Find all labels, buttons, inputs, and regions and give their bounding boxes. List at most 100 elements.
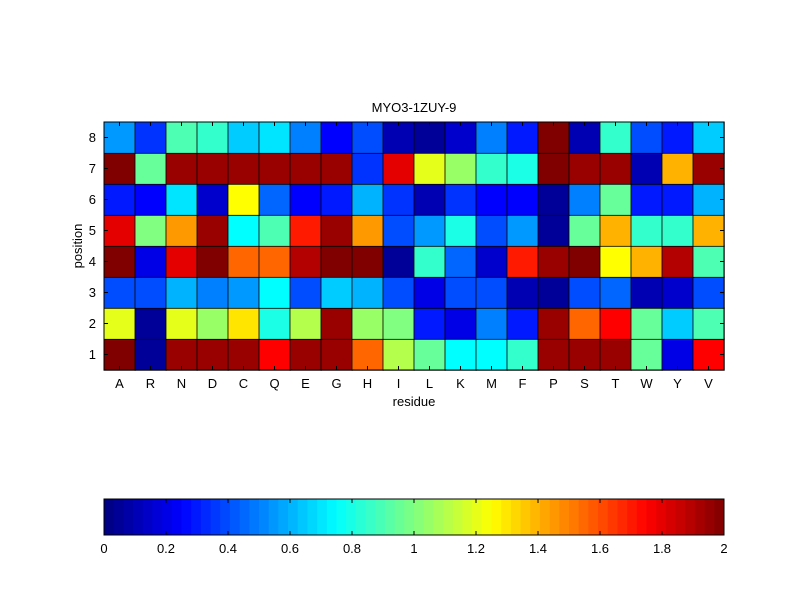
heatmap-cell-N-7 bbox=[165, 152, 198, 185]
heatmap-cell-W-7 bbox=[630, 152, 663, 185]
x-tick-label: G bbox=[331, 376, 341, 391]
heatmap-cell-V-8 bbox=[692, 121, 725, 154]
colorbar-tick-label: 0.2 bbox=[157, 541, 175, 556]
colorbar-swatch bbox=[685, 499, 696, 535]
heatmap-cell-N-3 bbox=[165, 276, 198, 309]
colorbar-swatch bbox=[200, 499, 212, 535]
colorbar-swatch bbox=[588, 499, 599, 535]
heatmap-cell-C-8 bbox=[227, 121, 260, 154]
heatmap-cell-I-1 bbox=[382, 338, 415, 371]
heatmap-cell-C-4 bbox=[227, 245, 260, 278]
heatmap-cell-Q-3 bbox=[258, 276, 291, 309]
heatmap-cell-A-5 bbox=[103, 214, 136, 247]
heatmap-cell-T-1 bbox=[599, 338, 632, 371]
colorbar-tick-label: 0.4 bbox=[219, 541, 237, 556]
heatmap-cell-Y-7 bbox=[661, 152, 694, 185]
heatmap-cell-Y-3 bbox=[661, 276, 694, 309]
colorbar-swatch bbox=[152, 499, 163, 535]
heatmap-cell-I-8 bbox=[382, 121, 415, 154]
colorbar-tick-label: 0 bbox=[100, 541, 107, 556]
heatmap-cell-V-1 bbox=[692, 338, 725, 371]
heatmap-cell-D-5 bbox=[196, 214, 229, 247]
heatmap-cell-Y-6 bbox=[661, 183, 694, 216]
heatmap-cell-V-4 bbox=[692, 245, 725, 278]
colorbar-swatch bbox=[104, 499, 115, 535]
heatmap-cell-G-1 bbox=[320, 338, 353, 371]
heatmap-cell-R-7 bbox=[134, 152, 167, 185]
heatmap-cell-R-1 bbox=[134, 338, 167, 371]
colorbar-swatch bbox=[520, 499, 531, 535]
heatmap-cell-D-1 bbox=[196, 338, 229, 371]
heatmap-cell-M-3 bbox=[475, 276, 508, 309]
heatmap-cell-L-1 bbox=[413, 338, 446, 371]
colorbar-swatch bbox=[472, 499, 483, 535]
colorbar-swatch bbox=[539, 499, 551, 535]
heatmap-cell-D-2 bbox=[196, 307, 229, 340]
colorbar-swatch bbox=[113, 499, 124, 535]
heatmap-cell-S-3 bbox=[568, 276, 601, 309]
colorbar-tick-label: 1.2 bbox=[467, 541, 485, 556]
heatmap-cell-N-4 bbox=[165, 245, 198, 278]
heatmap-cell-Q-7 bbox=[258, 152, 291, 185]
heatmap-cell-K-2 bbox=[444, 307, 477, 340]
colorbar-swatch bbox=[675, 499, 686, 535]
heatmap-cell-L-4 bbox=[413, 245, 446, 278]
heatmap-cell-E-7 bbox=[289, 152, 322, 185]
heatmap-cell-G-5 bbox=[320, 214, 353, 247]
chart-title: MYO3-1ZUY-9 bbox=[372, 100, 457, 115]
colorbar-swatch bbox=[394, 499, 405, 535]
heatmap-cell-G-8 bbox=[320, 121, 353, 154]
heatmap-cell-V-7 bbox=[692, 152, 725, 185]
y-axis-label: position bbox=[70, 224, 85, 269]
heatmap-cell-C-1 bbox=[227, 338, 260, 371]
y-tick-label: 2 bbox=[89, 316, 96, 331]
heatmap-cell-V-2 bbox=[692, 307, 725, 340]
heatmap-cell-I-3 bbox=[382, 276, 415, 309]
heatmap-cell-G-4 bbox=[320, 245, 353, 278]
colorbar-swatch bbox=[365, 499, 376, 535]
heatmap-cell-A-4 bbox=[103, 245, 136, 278]
heatmap-cell-H-1 bbox=[351, 338, 384, 371]
heatmap-cell-M-5 bbox=[475, 214, 508, 247]
colorbar-swatch bbox=[123, 499, 134, 535]
heatmap-cell-W-2 bbox=[630, 307, 663, 340]
y-tick-label: 3 bbox=[89, 285, 96, 300]
colorbar-swatch bbox=[375, 499, 386, 535]
heatmap-cell-R-3 bbox=[134, 276, 167, 309]
heatmap-cell-Y-8 bbox=[661, 121, 694, 154]
colorbar-swatch bbox=[714, 499, 725, 535]
heatmap-cell-E-3 bbox=[289, 276, 322, 309]
x-tick-label: S bbox=[580, 376, 589, 391]
colorbar-swatch bbox=[694, 499, 706, 535]
heatmap-cell-K-8 bbox=[444, 121, 477, 154]
heatmap-cell-R-6 bbox=[134, 183, 167, 216]
heatmap-cell-L-5 bbox=[413, 214, 446, 247]
x-tick-label: Q bbox=[269, 376, 279, 391]
heatmap-cell-A-7 bbox=[103, 152, 136, 185]
heatmap-cell-K-4 bbox=[444, 245, 477, 278]
colorbar-swatch bbox=[598, 499, 609, 535]
heatmap-cell-T-6 bbox=[599, 183, 632, 216]
x-tick-label: D bbox=[208, 376, 217, 391]
heatmap-cell-C-7 bbox=[227, 152, 260, 185]
heatmap-cell-S-2 bbox=[568, 307, 601, 340]
heatmap-cell-G-6 bbox=[320, 183, 353, 216]
heatmap-cell-K-1 bbox=[444, 338, 477, 371]
colorbar-swatch bbox=[220, 499, 231, 535]
colorbar-swatch bbox=[326, 499, 337, 535]
colorbar-swatch bbox=[491, 499, 502, 535]
heatmap-cell-T-3 bbox=[599, 276, 632, 309]
heatmap-cell-D-3 bbox=[196, 276, 229, 309]
heatmap-cell-C-5 bbox=[227, 214, 260, 247]
heatmap-cell-K-5 bbox=[444, 214, 477, 247]
heatmap-cell-S-6 bbox=[568, 183, 601, 216]
heatmap-cell-H-8 bbox=[351, 121, 384, 154]
colorbar-swatch bbox=[530, 499, 541, 535]
heatmap-cell-W-8 bbox=[630, 121, 663, 154]
heatmap-cell-Q-4 bbox=[258, 245, 291, 278]
heatmap-cell-A-3 bbox=[103, 276, 136, 309]
colorbar-swatch bbox=[297, 499, 308, 535]
y-tick-label: 4 bbox=[89, 254, 96, 269]
heatmap-cell-R-5 bbox=[134, 214, 167, 247]
